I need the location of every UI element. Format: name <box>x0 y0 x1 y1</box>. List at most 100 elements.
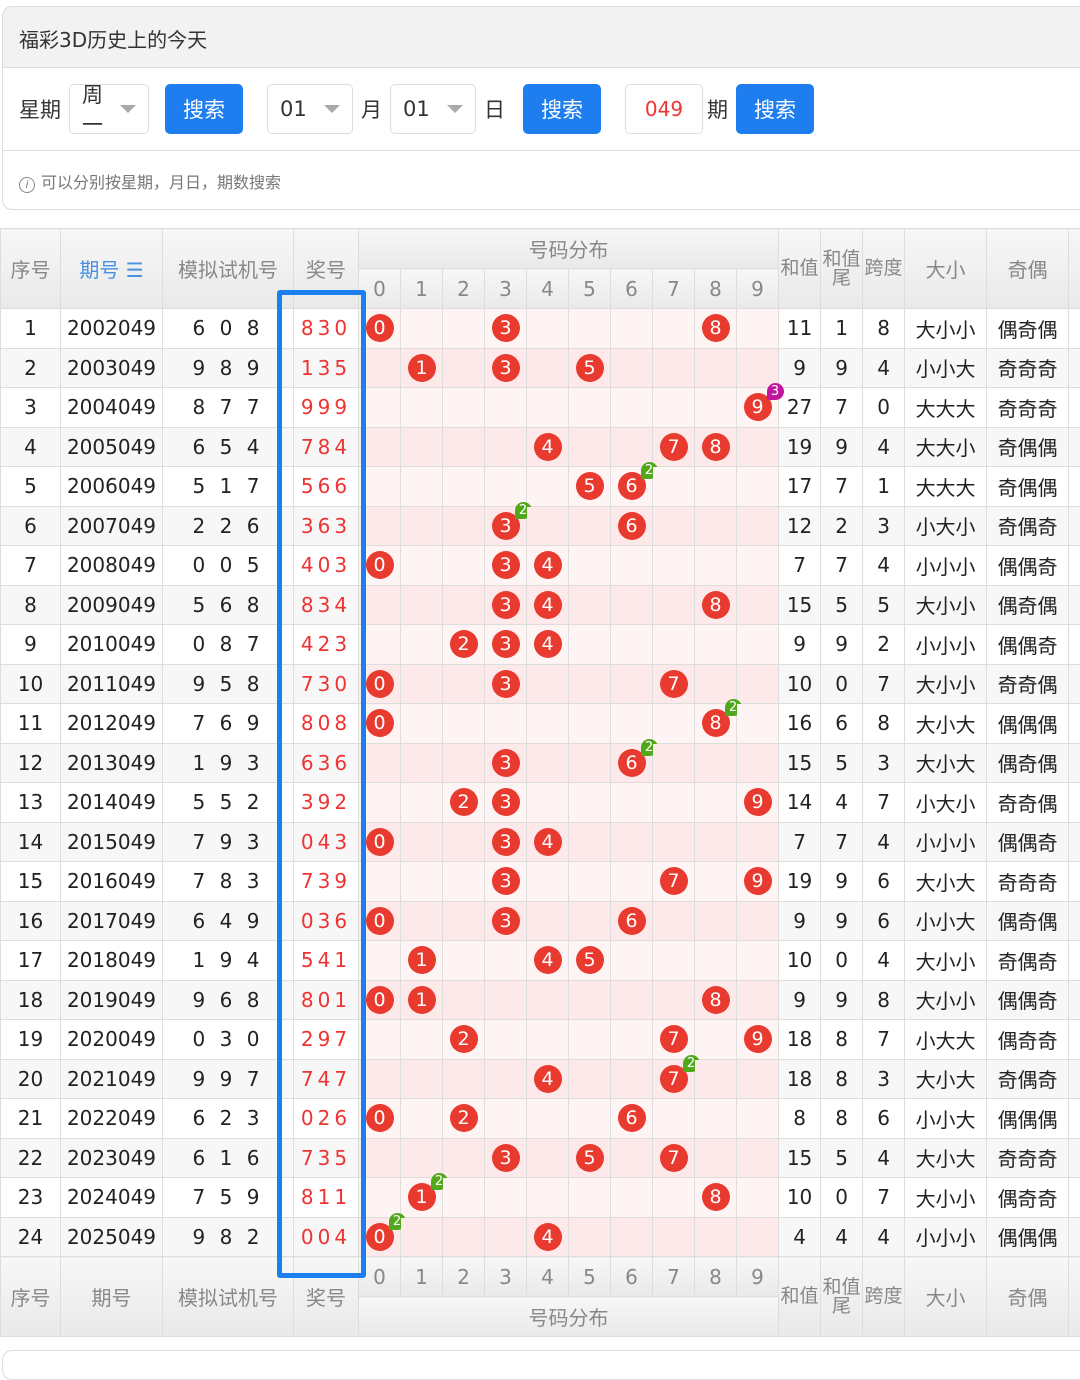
row-extra <box>1069 427 1080 467</box>
issue-search-button[interactable]: 搜索 <box>736 84 814 134</box>
digit-cell <box>443 427 485 467</box>
digit-cell <box>695 388 737 428</box>
digit-cell <box>527 783 569 823</box>
row-sum-tail: 7 <box>821 388 863 428</box>
sort-icon[interactable]: ☰ <box>126 258 144 282</box>
row-sim: 8 7 7 <box>163 388 294 428</box>
digit-cell <box>737 1059 779 1099</box>
digit-cell <box>611 1059 653 1099</box>
header-span: 跨度 <box>863 229 905 309</box>
date-search-button[interactable]: 搜索 <box>523 84 601 134</box>
row-span: 7 <box>863 783 905 823</box>
number-ball: 1 <box>408 354 436 382</box>
header-sum-tail: 和值尾 <box>821 229 863 309</box>
row-sum: 27 <box>779 388 821 428</box>
digit-cell: 9 <box>737 862 779 902</box>
row-size: 小大大 <box>905 1020 987 1060</box>
footer-digit: 5 <box>569 1257 611 1297</box>
row-sim: 6 5 4 <box>163 427 294 467</box>
digit-cell <box>611 980 653 1020</box>
digit-cell <box>737 506 779 546</box>
row-sum-tail: 9 <box>821 427 863 467</box>
digit-cell <box>401 1059 443 1099</box>
row-win: 730 <box>294 664 359 704</box>
row-issue: 2017049 <box>61 901 163 941</box>
digit-cell <box>611 664 653 704</box>
row-sum-tail: 0 <box>821 1178 863 1218</box>
digit-cell <box>569 546 611 586</box>
row-issue: 2024049 <box>61 1178 163 1218</box>
row-parity: 偶奇偶 <box>987 901 1069 941</box>
footer-digit: 9 <box>737 1257 779 1297</box>
row-sum: 18 <box>779 1059 821 1099</box>
row-extra <box>1069 822 1080 862</box>
row-sim: 5 6 8 <box>163 585 294 625</box>
digit-cell <box>611 546 653 586</box>
row-span: 4 <box>863 1217 905 1257</box>
number-ball: 4 <box>534 433 562 461</box>
row-size: 大小小 <box>905 585 987 625</box>
row-extra <box>1069 1099 1080 1139</box>
row-extra <box>1069 743 1080 783</box>
digit-cell <box>359 783 401 823</box>
number-ball: 0 <box>366 709 394 737</box>
digit-cell <box>653 1099 695 1139</box>
row-issue: 2019049 <box>61 980 163 1020</box>
week-search-button[interactable]: 搜索 <box>165 84 243 134</box>
digit-cell <box>443 941 485 981</box>
footer-dist: 号码分布 <box>359 1297 779 1337</box>
digit-cell: 8 <box>695 980 737 1020</box>
month-select[interactable]: 01 <box>267 84 353 134</box>
digit-cell <box>653 348 695 388</box>
row-index: 21 <box>1 1099 61 1139</box>
row-index: 17 <box>1 941 61 981</box>
digit-cell <box>569 1020 611 1060</box>
header-digit: 2 <box>443 269 485 309</box>
footer-sum: 和值 <box>779 1257 821 1337</box>
row-win: 811 <box>294 1178 359 1218</box>
row-win: 739 <box>294 862 359 902</box>
row-sim: 7 8 3 <box>163 862 294 902</box>
digit-cell <box>569 901 611 941</box>
digit-cell: 8 <box>695 427 737 467</box>
row-win: 036 <box>294 901 359 941</box>
week-select[interactable]: 周一 <box>69 84 149 134</box>
header-issue[interactable]: 期号 ☰ <box>61 229 163 309</box>
row-extra <box>1069 467 1080 507</box>
digit-cell <box>569 664 611 704</box>
issue-input[interactable]: 049 <box>625 84 703 134</box>
row-span: 2 <box>863 625 905 665</box>
header-digit: 1 <box>401 269 443 309</box>
row-index: 12 <box>1 743 61 783</box>
row-win: 784 <box>294 427 359 467</box>
row-sum-tail: 0 <box>821 664 863 704</box>
row-index: 9 <box>1 625 61 665</box>
row-sum: 8 <box>779 1099 821 1139</box>
digit-cell <box>485 467 527 507</box>
digit-cell <box>611 625 653 665</box>
digit-cell <box>401 585 443 625</box>
digit-cell <box>737 309 779 349</box>
digit-cell <box>653 585 695 625</box>
row-sim: 6 0 8 <box>163 309 294 349</box>
digit-cell <box>611 1217 653 1257</box>
digit-cell <box>611 862 653 902</box>
row-win: 747 <box>294 1059 359 1099</box>
digit-cell: 7 <box>653 1138 695 1178</box>
header-sum: 和值 <box>779 229 821 309</box>
number-ball: 7 <box>660 1144 688 1172</box>
digit-cell <box>737 941 779 981</box>
number-ball: 8 <box>702 591 730 619</box>
digit-cell <box>611 941 653 981</box>
day-select[interactable]: 01 <box>390 84 476 134</box>
row-sum: 18 <box>779 1020 821 1060</box>
row-extra <box>1069 348 1080 388</box>
